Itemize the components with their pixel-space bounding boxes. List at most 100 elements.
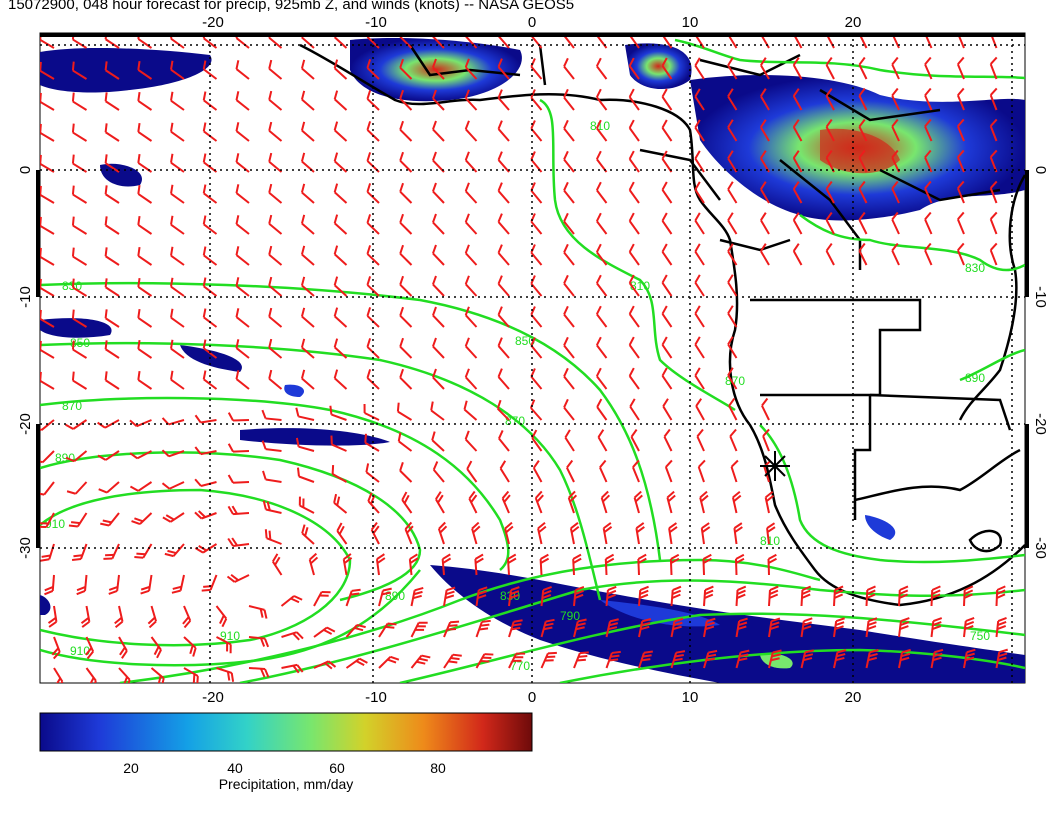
- wind-barb: [956, 87, 965, 111]
- wind-barb: [71, 278, 88, 297]
- wind-barb: [295, 407, 315, 421]
- wind-barb: [995, 617, 1007, 638]
- wind-barb: [663, 428, 673, 452]
- wind-barb: [118, 667, 131, 683]
- wind-barb: [496, 399, 510, 421]
- wind-barb: [475, 586, 488, 607]
- wind-barb: [40, 450, 55, 464]
- wind-barb: [268, 369, 283, 390]
- border-line: [750, 298, 922, 397]
- contour-line: [119, 558, 821, 683]
- wind-barb: [40, 92, 55, 111]
- x-tick-label-bottom: 0: [528, 689, 536, 706]
- wind-barb: [891, 211, 900, 235]
- wind-barb: [956, 118, 965, 142]
- frame-right-bar: [1025, 424, 1029, 548]
- wind-barb: [301, 524, 315, 545]
- wind-barb: [97, 419, 120, 429]
- contour-label: 790: [560, 609, 580, 623]
- wind-barb: [727, 274, 738, 297]
- wind-barb: [567, 490, 578, 514]
- wind-barb: [697, 459, 706, 483]
- wind-barb: [604, 553, 615, 576]
- wind-barb: [703, 649, 718, 669]
- wind-barb: [248, 667, 270, 678]
- wind-barb: [375, 553, 386, 576]
- wind-barb: [248, 636, 270, 648]
- wind-barb: [760, 88, 770, 111]
- wind-barb: [202, 370, 218, 390]
- wind-barb: [628, 305, 640, 328]
- wind-barb: [891, 87, 900, 111]
- wind-barb: [596, 398, 608, 421]
- wind-barb: [164, 543, 185, 558]
- border-line: [854, 448, 1021, 502]
- wind-barb: [628, 212, 640, 235]
- wind-barb: [114, 605, 124, 629]
- wind-barb: [694, 88, 705, 111]
- wind-barb: [858, 242, 868, 266]
- wind-barb: [825, 211, 835, 235]
- wind-barb: [71, 61, 88, 80]
- wind-barb: [597, 429, 608, 452]
- colorbar-gradient: [39, 712, 533, 752]
- contour-line: [959, 348, 1025, 382]
- wind-barb: [989, 87, 998, 111]
- wind-barb: [760, 181, 770, 204]
- wind-barb: [630, 429, 640, 452]
- contour-line: [399, 612, 1025, 683]
- wind-barb: [104, 278, 120, 297]
- wind-barb: [628, 150, 640, 173]
- wind-barb: [268, 276, 283, 297]
- border-line: [869, 393, 1012, 431]
- wind-barb: [599, 459, 608, 483]
- contour-label: 850: [515, 334, 535, 348]
- contour-label: 850: [70, 336, 90, 350]
- wind-barb: [399, 58, 413, 80]
- wind-barb: [963, 585, 974, 607]
- wind-barb: [573, 651, 589, 669]
- wind-barb: [202, 339, 218, 359]
- wind-barb: [504, 521, 514, 545]
- wind-barb: [532, 460, 543, 483]
- contour-line: [759, 424, 1025, 564]
- wind-barb: [735, 649, 750, 669]
- wind-barb: [150, 636, 162, 659]
- wind-barb: [464, 306, 478, 328]
- wind-barb: [431, 431, 445, 452]
- wind-barb: [313, 590, 331, 607]
- wind-barb: [891, 56, 900, 80]
- wind-barb: [104, 92, 120, 111]
- y-tick-label-right: 0: [1032, 166, 1049, 174]
- wind-barb: [227, 537, 250, 547]
- wind-barb: [595, 119, 608, 142]
- wind-barb: [399, 120, 413, 142]
- wind-barb: [333, 59, 348, 80]
- wind-barb: [333, 276, 348, 297]
- wind-barb: [399, 89, 413, 111]
- wind-barb: [194, 478, 217, 487]
- wind-barb: [563, 88, 575, 111]
- wind-barb: [71, 543, 88, 561]
- wind-barb: [530, 275, 543, 297]
- contour-label: 910: [70, 644, 90, 658]
- wind-barb: [464, 213, 478, 235]
- wind-barb: [432, 120, 445, 142]
- contour-label: 810: [630, 279, 650, 293]
- wind-barb: [466, 460, 478, 483]
- wind-barb: [792, 88, 803, 111]
- wind-barb: [865, 649, 879, 669]
- wind-barb: [501, 490, 511, 514]
- contour-label: 890: [385, 589, 405, 603]
- wind-barb: [865, 585, 876, 607]
- wind-barb: [137, 122, 153, 142]
- wind-barb: [194, 446, 217, 456]
- wind-barb: [497, 89, 510, 111]
- wind-barb: [595, 88, 608, 111]
- wind-barb: [531, 429, 543, 452]
- wind-barb: [628, 367, 640, 390]
- wind-barb: [397, 432, 413, 452]
- wind-barb: [331, 465, 347, 483]
- wind-barb: [891, 118, 900, 142]
- wind-barb: [313, 626, 336, 638]
